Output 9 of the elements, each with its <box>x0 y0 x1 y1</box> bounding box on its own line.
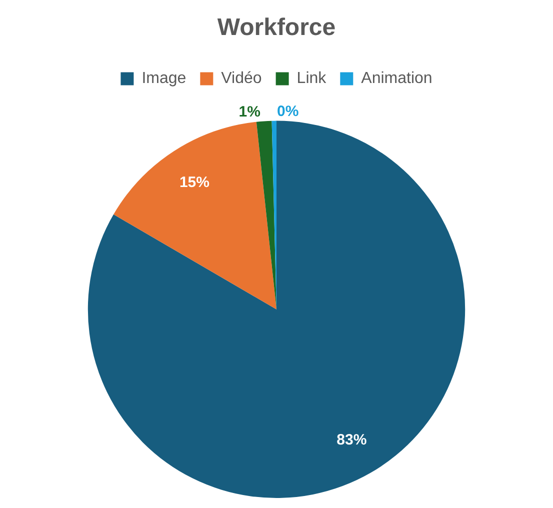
data-label: 83% <box>336 431 367 448</box>
legend-label: Vidéo <box>221 70 262 88</box>
data-label: 15% <box>179 174 210 191</box>
legend-label: Link <box>296 70 328 88</box>
legend-label: Animation <box>361 70 432 88</box>
data-label: 1% <box>238 103 260 120</box>
data-label: 0% <box>277 102 299 120</box>
legend-label: Image <box>142 70 186 88</box>
chart-title: Workforce <box>217 14 336 42</box>
